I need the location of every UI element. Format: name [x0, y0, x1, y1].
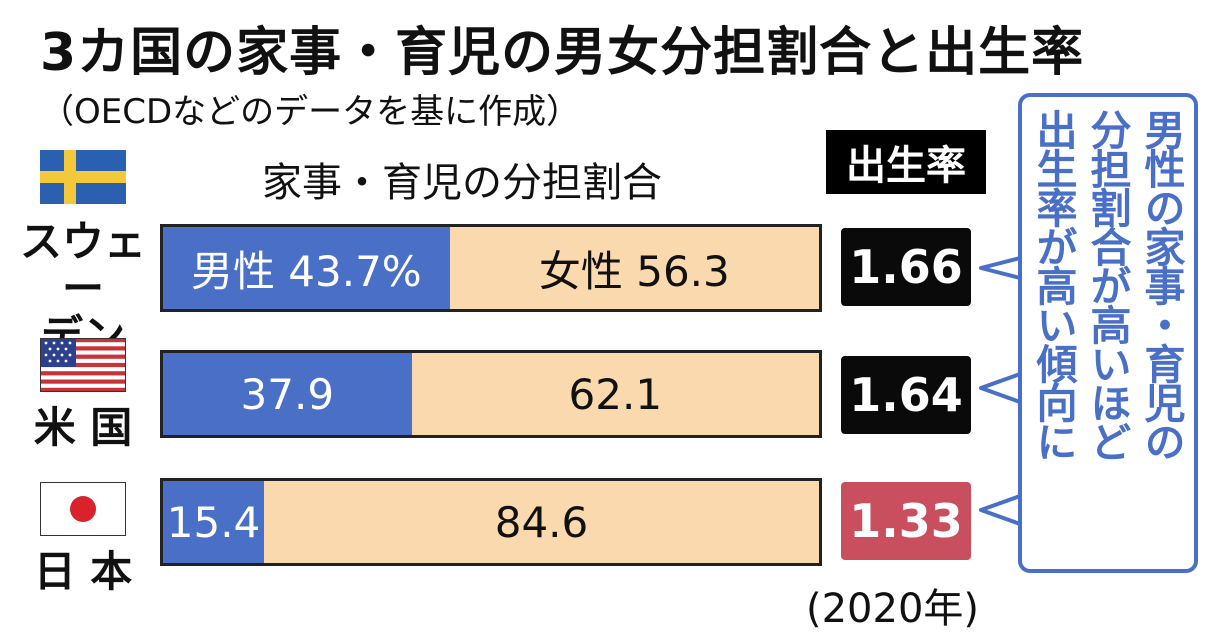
bar-segment-male: 37.9	[163, 353, 412, 435]
bar-sweden: 男性 43.7% 女性 56.3	[160, 224, 822, 312]
callout-line: 分担割合が高いほど	[1083, 109, 1131, 460]
bars-heading: 家事・育児の分担割合	[262, 160, 662, 206]
row-label-line: 米 国	[33, 403, 133, 452]
birth-rate-sweden: 1.66	[841, 228, 971, 306]
bar-segment-male: 男性 43.7%	[163, 227, 450, 309]
bar-segment-female: 84.6	[264, 481, 819, 563]
us-flag-icon	[40, 338, 126, 392]
bar-segment-female: 62.1	[411, 353, 819, 435]
chart-title: 3カ国の家事・育児の男女分担割合と出生率	[40, 23, 1085, 83]
source-note: （OECDなどのデータを基に作成）	[40, 92, 581, 132]
callout-line: 男性の家事・育児の	[1137, 109, 1185, 460]
row-label-japan: 日 本	[8, 548, 158, 595]
birth-rate-japan: 1.33	[841, 482, 971, 560]
birth-rate-heading: 出生率	[826, 130, 986, 194]
year-note: (2020年)	[806, 586, 980, 632]
bar-japan: 15.4 84.6	[160, 478, 822, 566]
row-label-line: 日 本	[33, 547, 133, 596]
bar-segment-male: 15.4	[163, 481, 265, 563]
row-label-us: 米 国	[8, 404, 158, 451]
sweden-flag-icon	[40, 150, 126, 204]
bar-us: 37.9 62.1	[160, 350, 822, 438]
japan-flag-icon	[40, 482, 126, 536]
callout-line: 出生率が高い傾向に	[1029, 109, 1077, 460]
callout-pointer-icon	[979, 250, 1022, 526]
bar-segment-female: 女性 56.3	[449, 227, 819, 309]
row-label-line: スウェー	[19, 217, 146, 314]
birth-rate-us: 1.64	[841, 356, 971, 434]
callout-text: 男性の家事・育児の 分担割合が高いほど 出生率が高い傾向に	[1026, 109, 1188, 460]
callout-box: 男性の家事・育児の 分担割合が高いほど 出生率が高い傾向に	[1018, 93, 1198, 573]
